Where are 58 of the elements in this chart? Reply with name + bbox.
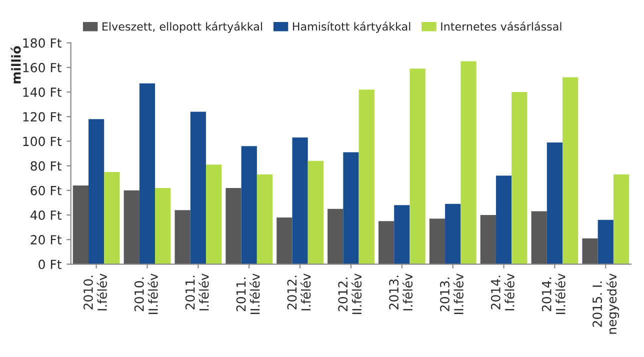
legend-label: Internetes vásárlással — [441, 22, 562, 31]
y-tick-label: 0 Ft — [38, 260, 62, 270]
bar — [88, 119, 104, 264]
y-tick-label: 180 Ft — [23, 38, 62, 48]
y-tick-label: 20 Ft — [30, 235, 62, 245]
bar — [531, 211, 547, 264]
bar — [276, 217, 292, 264]
bar — [410, 68, 426, 264]
bar — [598, 220, 614, 264]
y-axis-title: millió — [10, 46, 21, 84]
bar — [394, 205, 410, 264]
bar — [445, 204, 461, 264]
legend-label: Hamisított kártyákkal — [293, 22, 410, 33]
y-tick-label: 120 Ft — [23, 112, 62, 122]
y-tick-label: 40 Ft — [30, 210, 62, 220]
x-tick-label: 2010. I.félév — [83, 274, 107, 310]
bar — [139, 83, 156, 264]
bar — [496, 176, 512, 264]
bar — [546, 142, 563, 264]
x-tick-label: 2011. I.félév — [185, 274, 209, 310]
bar — [124, 190, 140, 264]
bar — [480, 214, 496, 264]
x-tick-label: 2015. I. negyedév — [592, 274, 619, 334]
x-tick-label: 2013. II.félév — [440, 274, 464, 314]
bar — [512, 92, 528, 264]
x-tick-label: 2014. II.félév — [542, 274, 566, 314]
bar — [190, 112, 206, 264]
bar — [582, 238, 598, 264]
bar — [226, 188, 242, 264]
bar — [429, 218, 446, 264]
bar — [72, 185, 88, 264]
x-tick-label: 2010. II.félév — [134, 274, 158, 314]
legend-label: Elveszett, ellopott kártyákkal — [102, 22, 262, 33]
y-tick-label: 60 Ft — [30, 186, 62, 196]
bar — [256, 174, 273, 264]
x-tick-label: 2014. I.félév — [490, 274, 514, 310]
x-tick-label: 2013. I.félév — [389, 274, 413, 310]
bar — [343, 152, 359, 264]
bar — [562, 77, 578, 264]
y-tick-label: 160 Ft — [23, 62, 62, 72]
bar — [308, 160, 324, 264]
bar — [174, 210, 190, 264]
bar — [292, 138, 308, 264]
y-tick-label: 100 Ft — [23, 136, 62, 146]
bar — [613, 174, 630, 264]
bar — [241, 146, 257, 264]
y-tick-label: 80 Ft — [30, 161, 62, 171]
y-tick-label: 140 Ft — [23, 88, 62, 97]
bar — [358, 90, 374, 264]
bar — [378, 221, 394, 264]
x-tick-label: 2012. I.félév — [287, 274, 311, 310]
bar — [328, 208, 344, 264]
bar — [460, 61, 476, 264]
x-tick-label: 2011. II.félév — [236, 274, 260, 314]
bar — [104, 172, 120, 264]
x-tick-label: 2012. II.félév — [338, 274, 362, 314]
bar — [206, 164, 222, 264]
bar — [155, 188, 171, 264]
